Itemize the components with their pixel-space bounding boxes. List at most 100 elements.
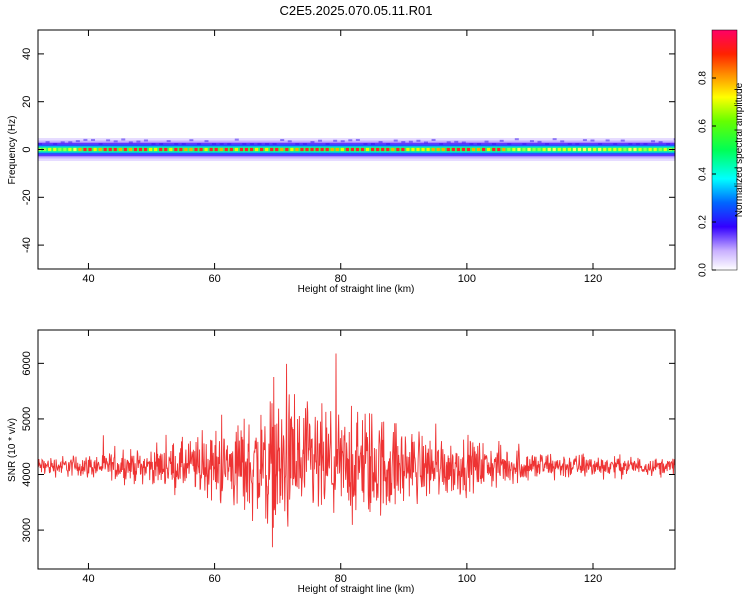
spectral-band-core	[446, 147, 450, 152]
spectral-band-core	[537, 147, 541, 152]
spectral-band-core	[93, 147, 97, 152]
spectral-band-core	[275, 147, 279, 152]
spectral-band-core	[320, 147, 324, 152]
spectral-band-fringe	[416, 139, 421, 142]
spectral-band-core	[48, 147, 52, 152]
spectral-band-core	[68, 147, 72, 152]
colorbar-label: Normalized spectral amplitude	[734, 82, 745, 217]
spectral-band-core	[335, 147, 339, 152]
spectral-band-fringe	[484, 140, 489, 143]
spectral-band-fringe	[128, 141, 133, 144]
spectral-band-core	[179, 147, 183, 152]
spectral-band-fringe	[325, 143, 330, 146]
spectral-band-fringe	[53, 143, 58, 146]
spectral-band-core	[143, 147, 148, 152]
spectral-band-fringe	[227, 143, 232, 146]
spectrogram-y-label: Frequency (Hz)	[7, 116, 18, 185]
spectral-band-fringe	[106, 139, 111, 142]
snr-x-tick-label: 60	[208, 573, 220, 585]
spectral-band-fringe	[242, 143, 247, 146]
spectral-band-core	[587, 147, 592, 152]
spectral-band-core	[517, 147, 521, 152]
spectral-band-core	[623, 147, 627, 152]
spectral-band-core	[169, 147, 173, 152]
spectral-band-core	[376, 147, 380, 152]
spectral-band-core	[406, 147, 410, 152]
spectral-band-fringe	[658, 141, 663, 144]
spectral-band-fringe	[423, 141, 428, 144]
spectral-band-core	[345, 147, 349, 152]
spectral-band-core	[290, 147, 294, 152]
spectral-band-fringe	[212, 143, 217, 146]
spectral-band-fringe	[582, 139, 587, 142]
spectral-band-core	[138, 147, 143, 152]
spectral-band-core	[557, 147, 561, 152]
spectral-band-core	[209, 147, 213, 152]
snr-y-label: SNR (10 * v/v)	[7, 418, 18, 482]
spectral-band-core	[219, 147, 223, 152]
spectral-band-fringe	[60, 141, 65, 144]
spectral-band-fringe	[635, 143, 640, 146]
spectral-band-fringe	[295, 143, 300, 146]
spectral-band-core	[502, 147, 506, 152]
spectral-band-core	[603, 147, 607, 152]
spectrogram-x-tick-label: 80	[335, 273, 347, 285]
spectral-band-core	[421, 147, 425, 152]
spectrogram-y-ticks: -40 -20 0 20 40	[21, 48, 675, 253]
spectral-band-fringe	[310, 141, 315, 144]
spectral-band-core	[441, 147, 445, 152]
spectral-band-core	[396, 147, 400, 152]
spectral-band-core	[577, 147, 582, 152]
spectral-band-fringe	[651, 140, 656, 143]
spectral-band-fringe	[545, 143, 550, 146]
spectral-band-fringe	[492, 143, 497, 146]
spectral-band-core	[471, 147, 476, 152]
spectral-band-core	[340, 147, 344, 152]
spectral-band-core	[431, 147, 435, 152]
colorbar-tick-label: 0.6	[698, 119, 709, 133]
spectrogram-x-tick-label: 40	[82, 273, 94, 285]
spectral-band-core	[572, 147, 577, 152]
spectral-band-fringe	[151, 143, 156, 146]
spectral-band	[38, 138, 675, 161]
spectral-band-core	[73, 147, 77, 152]
spectral-band-core	[260, 147, 264, 152]
spectral-band-core	[391, 147, 395, 152]
spectral-band-core	[633, 147, 637, 152]
spectral-band-fringe	[371, 143, 376, 146]
spectral-band-core	[43, 147, 47, 152]
spectral-band-fringe	[189, 139, 194, 142]
spectral-band-core	[83, 147, 87, 152]
spectral-band-core	[58, 147, 62, 152]
spectral-band-core	[133, 147, 138, 152]
spectral-band-core	[63, 147, 67, 152]
spectral-band-core	[194, 147, 198, 152]
snr-x-tick-label: 100	[458, 573, 476, 585]
snr-series-line	[38, 353, 675, 548]
spectral-band-core	[365, 147, 370, 152]
spectral-band-core	[305, 147, 309, 152]
spectral-band-fringe	[181, 143, 186, 146]
spectral-band-core	[461, 147, 466, 152]
spectral-band-core	[184, 147, 188, 152]
spectral-band-core	[567, 147, 571, 152]
figure-title: C2E5.2025.070.05.11.R01	[280, 3, 433, 18]
snr-x-label: Height of straight line (km)	[298, 584, 415, 595]
spectral-band-fringe	[408, 140, 413, 143]
snr-y-tick-label: 4000	[21, 462, 33, 486]
spectral-band-core	[128, 147, 133, 152]
spectral-band-fringe	[469, 143, 474, 146]
spectral-band-fringe	[113, 140, 118, 143]
spectral-band-core	[663, 147, 667, 152]
colorbar-tick-label: 0.2	[698, 215, 709, 229]
snr-y-tick-label: 5000	[21, 407, 33, 431]
spectral-band-fringe	[454, 140, 459, 143]
spectral-band-fringe	[196, 143, 201, 146]
snr-y-tick-label: 6000	[21, 351, 33, 375]
spectral-band-fringe	[355, 138, 360, 141]
spectral-band-core	[371, 147, 375, 152]
spectral-band-core	[174, 147, 178, 152]
spectral-band-core	[547, 147, 551, 152]
spectral-band-core	[330, 147, 334, 152]
spectral-band-core	[310, 147, 314, 152]
